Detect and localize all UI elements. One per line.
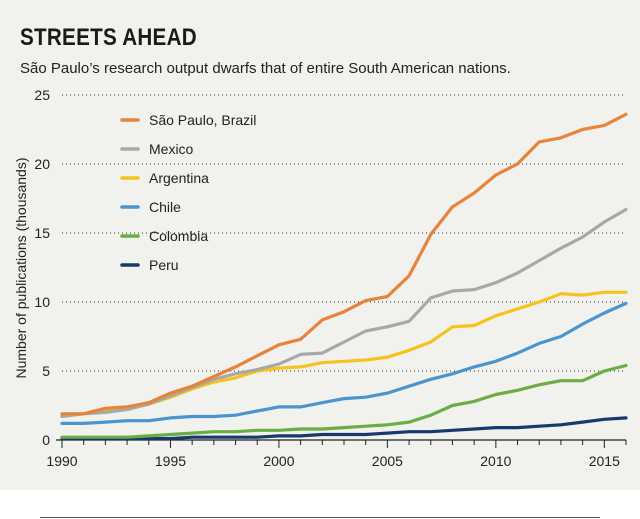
x-tick-label-2010: 2010 [480,453,511,469]
series-line-5 [60,416,628,441]
line-chart: 0 5 10 15 20 25 1990 1995 2000 2005 2010 2015 São … [13,87,628,469]
y-tick-label-10: 10 [34,294,50,310]
y-tick-label-20: 20 [34,156,50,172]
y-tick-labels: 0 5 10 15 20 25 [34,87,50,448]
bottom-rule [40,517,600,518]
y-tick-label-15: 15 [34,225,50,241]
x-axis: 1990 1995 2000 2005 2010 2015 [46,439,627,469]
y-tick-label-0: 0 [42,432,50,448]
legend: São Paulo, Brazil Mexico Argentina Chile Col… [120,112,256,273]
series-line-1 [60,207,628,419]
x-tick-label-2005: 2005 [372,453,403,469]
legend-label-1: Mexico [149,141,194,157]
y-tick-label-5: 5 [42,363,50,379]
chart-subtitle: São Paulo’s research output dwarfs that … [20,60,511,77]
y-tick-label-25: 25 [34,87,50,103]
series-line-3 [60,301,628,425]
y-axis-label: Number of publications (thousands) [13,157,29,378]
series-line-4 [60,363,628,439]
legend-label-2: Argentina [149,170,209,186]
x-tick-label-2015: 2015 [589,453,620,469]
gridlines [62,94,626,372]
x-tick-label-1995: 1995 [155,453,186,469]
legend-label-0: São Paulo, Brazil [149,112,256,128]
x-tick-label-2000: 2000 [263,453,294,469]
series-line-0 [60,112,628,416]
legend-label-3: Chile [149,199,181,215]
x-tick-label-1990: 1990 [46,453,77,469]
legend-label-5: Peru [149,257,179,273]
chart-title: STREETS AHEAD [20,24,197,51]
legend-label-4: Colombia [149,228,208,244]
series-lines [60,112,628,441]
